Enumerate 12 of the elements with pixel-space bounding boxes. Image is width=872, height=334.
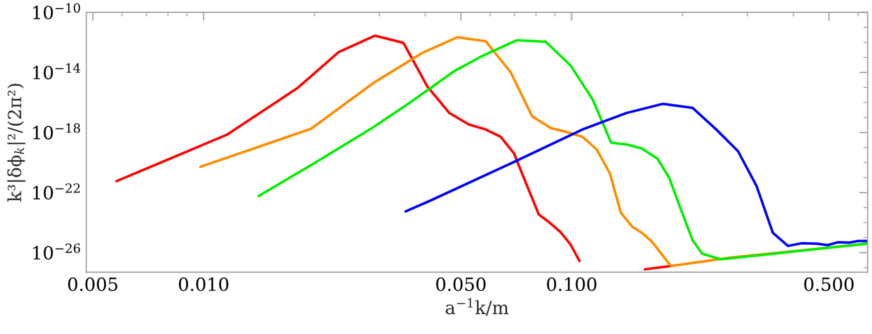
x-axis-title: a$^{−1}$k/m: [446, 298, 509, 316]
y-tick-label: 10$^{−18}$: [33, 123, 80, 140]
x-tick-label: 0.050: [436, 277, 486, 292]
x-tick-label: 0.100: [547, 277, 596, 292]
x-tick-label: 0.010: [178, 277, 228, 292]
y-tick-label: 10$^{−10}$: [33, 3, 80, 20]
x-tick-label: 0.500: [804, 277, 854, 292]
y-tick-label: 10$^{−26}$: [33, 243, 80, 260]
x-tick-label: 0.005: [68, 277, 118, 292]
y-tick-label: 10$^{−14}$: [33, 63, 80, 80]
y-axis-title: k³|δϕ$_{k}$|²/(2π²): [7, 84, 26, 202]
y-tick-label: 10$^{−22}$: [33, 183, 80, 200]
